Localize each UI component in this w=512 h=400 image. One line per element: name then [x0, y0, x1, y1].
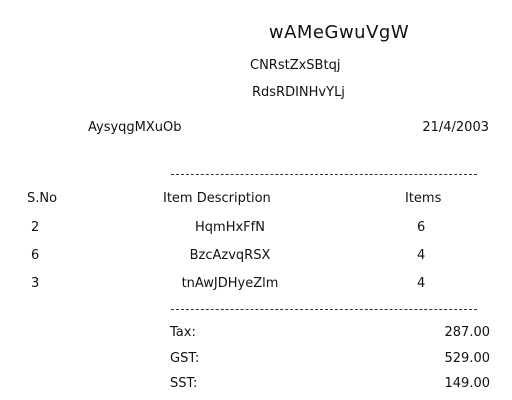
gst-value: 529.00	[444, 351, 491, 366]
row-items: 4	[417, 276, 426, 291]
store-info-line-2: RdsRDINHvYLj	[252, 85, 345, 100]
column-header-items: Items	[405, 191, 442, 206]
row-sno: 6	[31, 248, 40, 263]
tax-label: Tax:	[170, 325, 196, 340]
divider-top	[171, 174, 477, 175]
sst-value: 149.00	[444, 376, 491, 391]
column-header-sno: S.No	[27, 191, 58, 206]
cashier-name: AysyqgMXuOb	[88, 120, 182, 135]
row-description: HqmHxFfN	[195, 220, 265, 235]
column-header-description: Item Description	[163, 191, 271, 206]
row-items: 4	[417, 248, 426, 263]
receipt-date: 21/4/2003	[422, 120, 489, 135]
row-sno: 3	[31, 276, 40, 291]
row-description: BzcAzvqRSX	[189, 248, 271, 263]
row-description: tnAwJDHyeZlm	[181, 276, 279, 291]
store-info-line-1: CNRstZxSBtqj	[250, 58, 341, 73]
sst-label: SST:	[170, 376, 198, 391]
divider-bottom	[171, 309, 477, 310]
row-items: 6	[417, 220, 426, 235]
tax-value: 287.00	[444, 325, 491, 340]
row-sno: 2	[31, 220, 40, 235]
gst-label: GST:	[170, 351, 200, 366]
store-name: wAMeGwuVgW	[268, 22, 410, 43]
